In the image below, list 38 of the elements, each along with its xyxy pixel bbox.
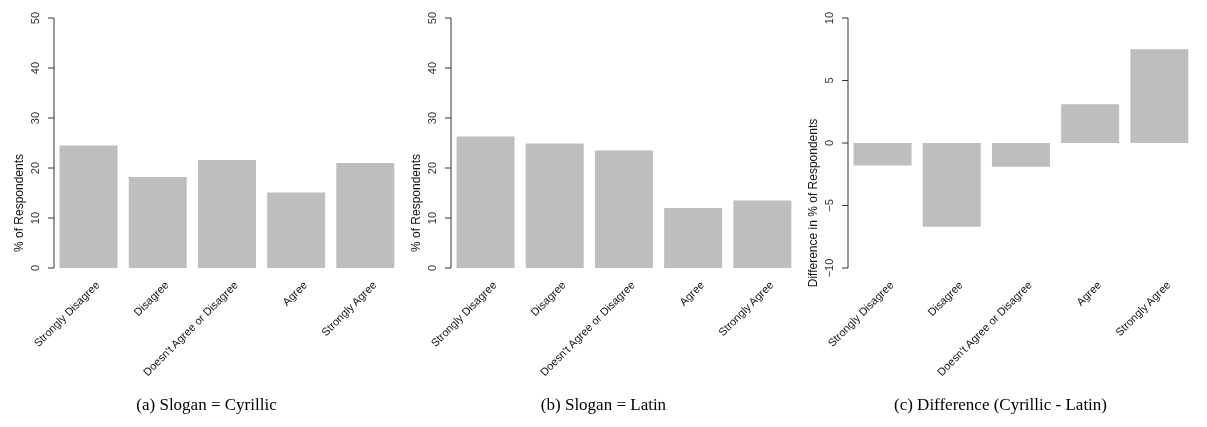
- y-tick-label: 40: [29, 61, 41, 75]
- y-tick-label: 0: [823, 139, 835, 147]
- text: (c) Difference (Cyrillic - Latin): [893, 395, 1108, 415]
- text: (a) Slogan = Cyrillic: [135, 395, 278, 415]
- y-tick-label: 0: [426, 264, 438, 272]
- bar: [922, 143, 981, 227]
- bar: [525, 143, 584, 268]
- y-tick-label: 10: [823, 11, 835, 25]
- bar: [267, 192, 326, 268]
- y-tick-label: 40: [426, 61, 438, 75]
- y-tick-label: 10: [426, 211, 438, 225]
- y-tick-label: −5: [823, 199, 835, 212]
- y-tick-label: 20: [29, 161, 41, 175]
- bar: [1061, 104, 1120, 143]
- y-axis-title: % of Respondents: [12, 153, 27, 253]
- y-tick-label: 50: [426, 11, 438, 25]
- bar: [197, 160, 256, 268]
- bar: [991, 143, 1050, 167]
- y-tick-label: 20: [426, 161, 438, 175]
- y-tick-label: 5: [823, 77, 835, 84]
- y-tick-label: −10: [823, 258, 835, 278]
- y-axis-title: % of Respondents: [409, 153, 424, 253]
- y-axis-title: Difference in % of Respondents: [806, 118, 821, 288]
- bar: [59, 145, 118, 268]
- bar: [733, 200, 792, 268]
- text: (b) Slogan = Latin: [539, 395, 668, 415]
- bar: [1130, 49, 1189, 143]
- bar: [594, 150, 653, 268]
- bar: [128, 177, 187, 268]
- bar: [336, 163, 395, 268]
- bar: [456, 136, 515, 268]
- y-tick-label: 50: [29, 11, 41, 25]
- y-tick-label: 0: [29, 264, 41, 272]
- y-tick-label: 30: [426, 111, 438, 125]
- bar: [664, 208, 723, 268]
- bar: [853, 143, 912, 166]
- y-tick-label: 10: [29, 211, 41, 225]
- y-tick-label: 30: [29, 111, 41, 125]
